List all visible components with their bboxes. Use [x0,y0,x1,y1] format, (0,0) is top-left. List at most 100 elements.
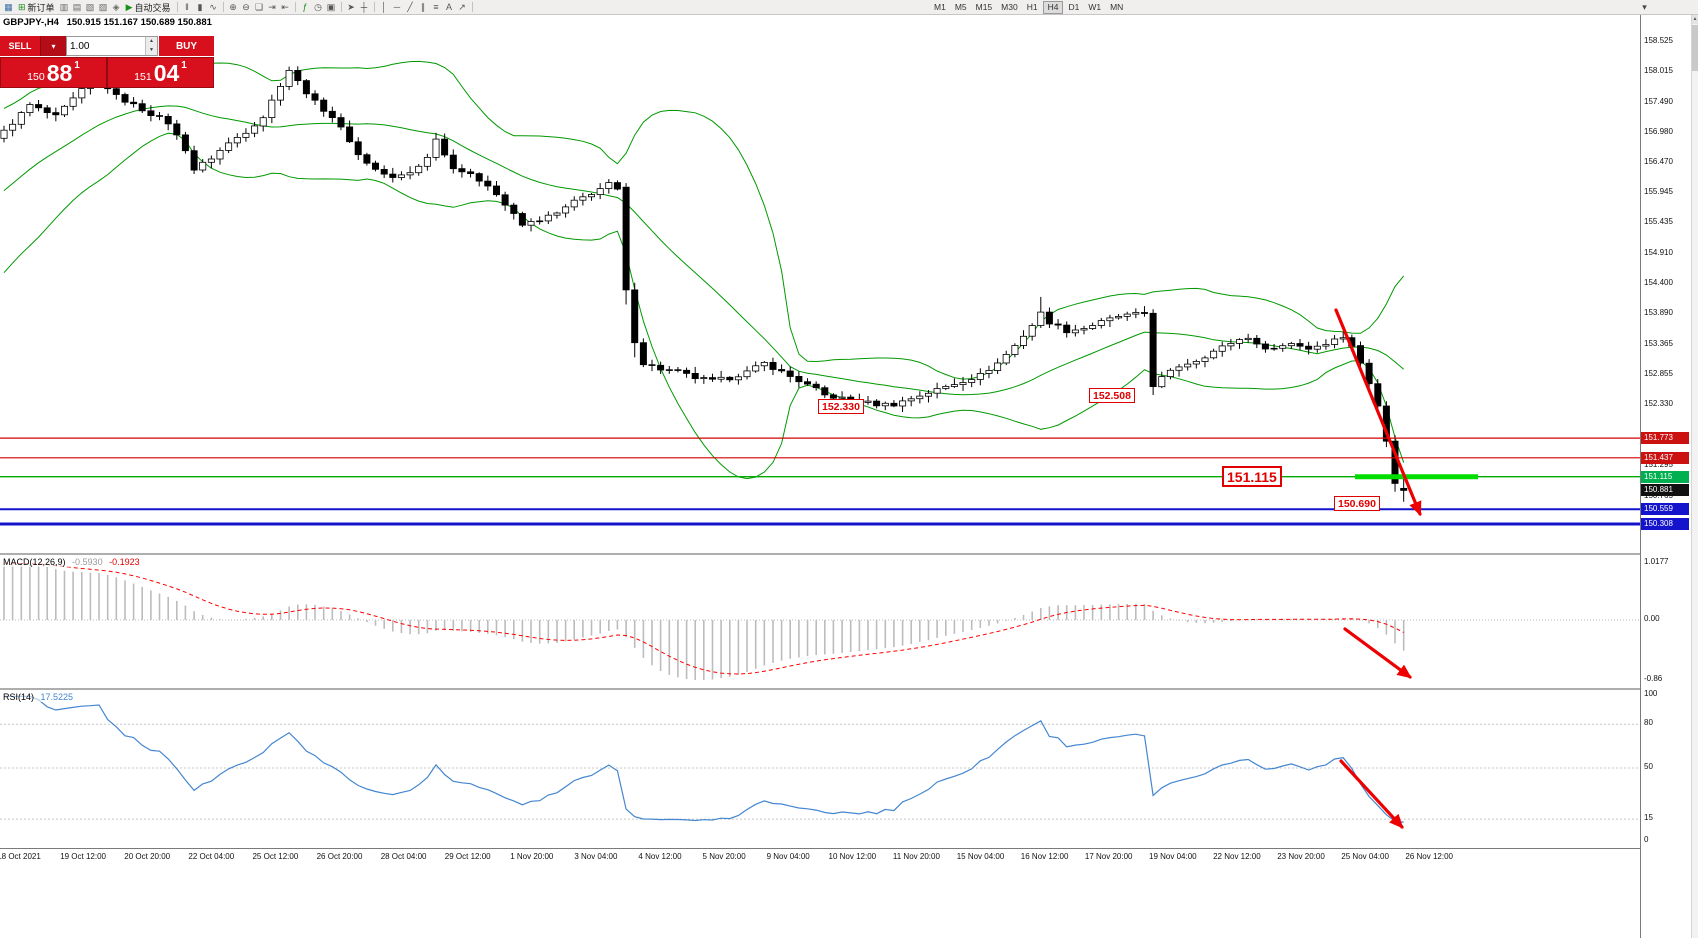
zoom-out-icon: ⊖ [242,1,250,12]
order-type-dropdown[interactable]: ▾ [40,36,66,56]
macd-main-value: -0.5930 [72,557,103,567]
text-label-icon[interactable]: A [443,1,456,14]
volume-stepper: ▲ ▼ [145,37,157,55]
fibonacci-icon: ≡ [433,1,439,12]
panel-separator[interactable] [0,553,1640,555]
data-window-icon[interactable]: ▤ [71,1,84,14]
chevron-down-icon: ▾ [51,41,56,51]
terminal-icon[interactable]: ▨ [97,1,110,14]
timeframe-mn-button[interactable]: MN [1110,1,1124,12]
volume-decrease-button[interactable]: ▼ [146,46,157,55]
zoom-out-icon[interactable]: ⊖ [240,1,253,14]
time-axis[interactable]: 18 Oct 2021 19 Oct 12:00 20 Oct 20:00 22 Oc… [0,848,1640,866]
crosshair-icon[interactable]: ┼ [358,1,371,14]
toolbar-separator [471,2,473,12]
price-callout: 152.330 [818,399,864,414]
arrow-object-icon[interactable]: ↗ [456,1,469,14]
timeframe-h4-button[interactable]: H4 [1042,0,1064,14]
navigator-icon[interactable]: ▧ [84,1,97,14]
timeframe-m30-button[interactable]: M30 [1001,1,1018,12]
line-chart-icon[interactable]: ∿ [207,1,220,14]
sell-button[interactable]: SELL [0,36,40,56]
market-watch-icon[interactable]: ▥ [58,1,71,14]
rsi-name: RSI(14) [3,692,35,702]
red-trend-arrow [1334,308,1422,517]
bar-chart-icon[interactable]: ‖ [181,1,194,14]
new-order-button-label: 新订单 [27,2,55,13]
time-axis-label: 22 Oct 04:00 [188,852,235,861]
fibonacci-icon[interactable]: ≡ [430,1,443,14]
price-axis-label: 154.400 [1644,277,1673,287]
price-tag-blue: 150.308 [1641,518,1689,531]
periods-icon[interactable]: ◷ [312,1,325,14]
rsi-panel[interactable] [0,690,1640,848]
chart-window-icon[interactable]: ▦ [2,1,15,14]
candlestick-chart-icon[interactable]: ▮ [194,1,207,14]
timeframe-m15-button[interactable]: M15 [975,1,993,12]
macd-panel[interactable] [0,555,1640,688]
crosshair-icon: ┼ [360,1,368,12]
timeframe-h1-button[interactable]: H1 [1026,1,1038,12]
indicators-icon: ƒ [302,1,308,12]
time-axis-label: 11 Nov 20:00 [892,852,940,861]
strategy-tester-icon: ◈ [112,1,120,12]
time-axis-label: 25 Oct 12:00 [252,852,299,861]
equidistant-channel-icon[interactable]: ∥ [417,1,430,14]
price-axis-label: 155.945 [1644,187,1673,197]
scrollbar-thumb[interactable] [1692,25,1698,71]
price-tag-green: 151.115 [1641,470,1689,483]
auto-scroll-icon[interactable]: ⇥ [266,1,279,14]
templates-icon[interactable]: ▣ [325,1,338,14]
macd-scale-label: 0.00 [1644,613,1660,623]
timeframe-w1-button[interactable]: W1 [1088,1,1102,12]
candlestick-chart-icon: ▮ [197,1,203,12]
price-axis-label: 156.470 [1644,156,1673,166]
navigator-icon: ▧ [85,1,95,12]
chart-menu-icon[interactable]: ▾ [1642,1,1647,12]
macd-scale-label: 1.0177 [1644,557,1669,566]
time-axis-label: 28 Oct 04:00 [380,852,427,861]
rsi-scale-label: 80 [1644,718,1653,728]
new-order-button[interactable]: ⊞ 新订单 [15,1,58,14]
buy-button[interactable]: BUY [159,36,214,56]
zoom-in-icon: ⊕ [229,1,237,12]
sell-price-big: 88 [46,59,73,86]
time-axis-label: 22 Nov 12:00 [1213,852,1261,861]
timeframe-m5-button[interactable]: M5 [954,1,967,12]
sell-quote-button[interactable]: 150 88 1 [1,58,106,87]
volume-increase-button[interactable]: ▲ [146,37,157,46]
strategy-tester-icon[interactable]: ◈ [110,1,123,14]
time-axis-label: 19 Oct 12:00 [60,852,106,861]
timeframe-m1-button[interactable]: M1 [934,1,946,12]
rsi-scale-label: 15 [1644,813,1653,823]
volume-input[interactable] [67,37,145,55]
price-axis-label: 153.365 [1644,338,1673,348]
panel-separator[interactable] [0,688,1640,690]
text-label-icon: A [445,1,452,12]
price-axis-label: 155.435 [1644,217,1673,227]
cursor-icon[interactable]: ➤ [345,1,358,14]
rsi-line [4,695,1404,823]
bollinger-upper-band [3,60,1405,380]
market-watch-icon: ▥ [59,1,69,12]
horizontal-line-icon[interactable]: ─ [391,1,404,14]
auto-trading-button[interactable]: ▶ 自动交易 [123,1,174,14]
cursor-icon: ➤ [347,1,355,12]
indicators-icon[interactable]: ƒ [299,1,312,14]
main-chart[interactable] [0,15,1640,553]
buy-quote-button[interactable]: 151 04 1 [108,58,213,87]
scroll-up-icon[interactable]: ▲ [1692,15,1698,24]
price-axis[interactable]: 158.525 158.015 157.490 156.980 156.470 155.9… [1640,15,1691,938]
time-axis-label: 23 Nov 20:00 [1277,852,1325,861]
timeframe-d1-button[interactable]: D1 [1068,1,1080,12]
vertical-scrollbar[interactable]: ▲ [1691,15,1698,938]
line-chart-icon: ∿ [209,1,217,12]
trendline-icon[interactable]: ╱ [404,1,417,14]
bar-chart-icon: ‖ [185,1,189,12]
new-order-icon: ⊞ [18,1,26,12]
price-callout: 151.115 [1222,466,1282,487]
chart-shift-icon[interactable]: ⇤ [279,1,292,14]
zoom-in-icon[interactable]: ⊕ [227,1,240,14]
vertical-line-icon[interactable]: │ [378,1,391,14]
tile-windows-icon[interactable]: ❏ [253,1,266,14]
